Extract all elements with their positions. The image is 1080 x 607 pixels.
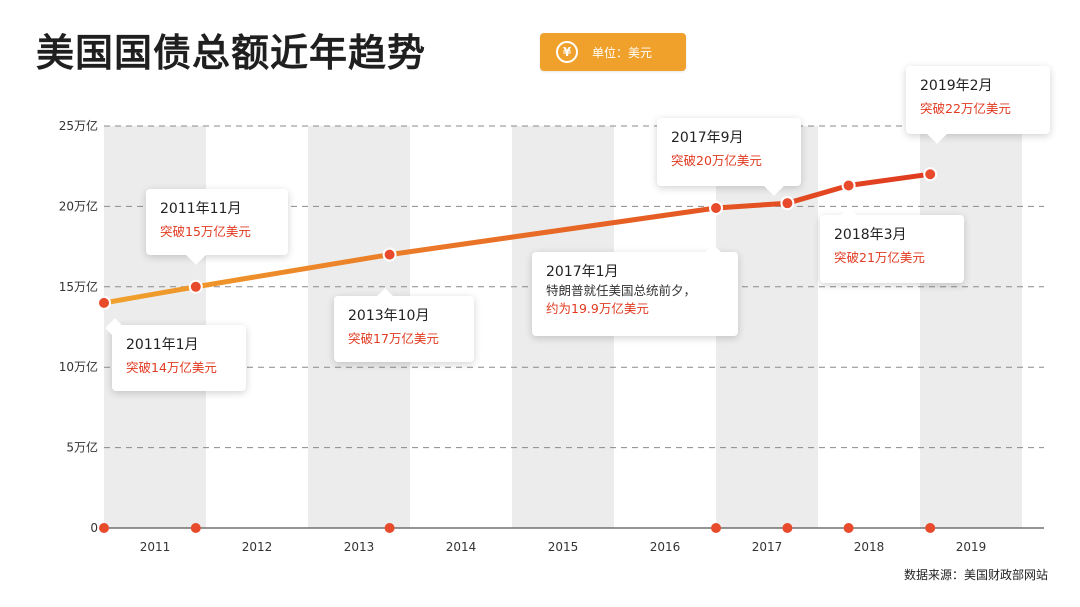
axis-marker [711,523,721,533]
callout-2017-1: 2017年1月 特朗普就任美国总统前夕， 约为19.9万亿美元 [532,244,738,336]
callout-2017-9: 2017年9月 突破20万亿美元 [657,118,801,196]
source-note: 数据来源：美国财政部网站 [903,568,1048,582]
x-axis-ticks: 2011 2012 2013 2014 2015 2016 2017 2018 2019 [140,540,987,554]
y-tick-label: 0 [90,521,98,535]
yen-coin-icon: ¥ [556,41,578,63]
chart-title: 美国国债总额近年趋势 [36,31,427,75]
callout-value: 突破15万亿美元 [160,224,251,239]
y-tick-label: 25万亿 [59,118,98,133]
callout-2011-11: 2011年11月 突破15万亿美元 [146,189,288,265]
x-tick-label: 2016 [650,540,681,554]
data-point [188,279,203,294]
axis-marker [190,523,201,533]
data-point [841,178,856,193]
callout-date: 2017年1月 [546,264,619,280]
callout-value: 突破21万亿美元 [834,250,925,265]
debt-series [97,167,938,533]
callout-date: 2011年11月 [160,201,242,217]
callout-date: 2011年1月 [126,337,199,353]
y-tick-label: 15万亿 [59,279,98,294]
axis-marker [384,523,395,533]
callout-date: 2017年9月 [671,130,744,146]
x-tick-label: 2013 [344,540,375,554]
callout-date: 2018年3月 [834,227,907,243]
axis-marker [843,523,854,533]
x-tick-label: 2015 [548,540,579,554]
y-tick-label: 20万亿 [59,198,98,213]
y-axis-ticks: 0 5万亿 10万亿 15万亿 20万亿 25万亿 [59,118,98,535]
x-tick-label: 2011 [140,540,171,554]
x-tick-label: 2018 [854,540,885,554]
x-tick-label: 2017 [752,540,783,554]
callout-2019-2: 2019年2月 突破22万亿美元 [906,66,1050,144]
y-tick-label: 5万亿 [66,440,98,455]
axis-marker [925,523,936,533]
data-point [923,167,938,182]
callout-date: 2013年10月 [348,308,430,324]
data-point [780,196,795,211]
callout-2011-1: 2011年1月 突破14万亿美元 [105,318,246,391]
x-tick-label: 2019 [956,540,987,554]
callout-value: 突破22万亿美元 [920,101,1011,116]
axis-marker [99,523,109,533]
y-tick-label: 10万亿 [59,359,98,374]
data-point [97,295,111,310]
x-tick-label: 2012 [242,540,273,554]
callout-value: 突破14万亿美元 [126,360,217,375]
callout-date: 2019年2月 [920,78,993,94]
callout-desc: 特朗普就任美国总统前夕， [546,283,697,298]
unit-badge: ¥ 单位：美元 [540,33,686,71]
callout-2013-10: 2013年10月 突破17万亿美元 [334,288,474,362]
unit-label: 单位：美元 [592,45,653,60]
callout-value: 突破17万亿美元 [348,331,439,346]
callout-value: 约为19.9万亿美元 [546,301,649,316]
data-point [709,201,723,216]
year-band [920,126,1022,528]
callout-value: 突破20万亿美元 [671,153,762,168]
x-tick-label: 2014 [446,540,477,554]
callout-2018-3: 2018年3月 突破21万亿美元 [820,207,964,283]
data-point [382,247,397,262]
axis-marker [782,523,793,533]
